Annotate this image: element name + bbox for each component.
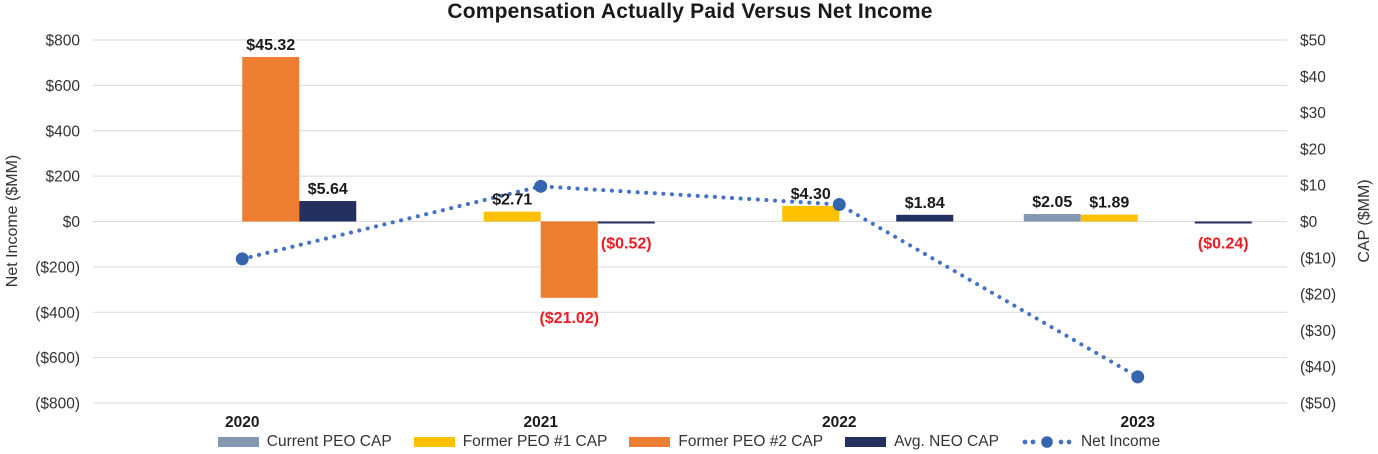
right-axis-tick: $40: [1300, 69, 1326, 86]
legend: Current PEO CAP Former PEO #1 CAP Former P…: [0, 431, 1378, 453]
net-income-marker-2023: [1131, 370, 1145, 384]
legend-item-avg-neo-cap: Avg. NEO CAP: [845, 433, 999, 451]
left-axis-tick: $200: [46, 169, 81, 186]
bar-label-former-peo-2-cap-2020: $45.32: [246, 37, 295, 54]
bar-avg-neo-cap-2023: [1194, 221, 1252, 224]
left-axis-tick: ($200): [35, 259, 80, 276]
left-axis-tick: ($600): [35, 350, 80, 367]
legend-item-net-income: Net Income: [1021, 433, 1160, 451]
right-axis-tick: $20: [1300, 141, 1326, 158]
bar-label-former-peo-2-cap-2021: ($21.02): [539, 310, 599, 327]
x-axis-label-2022: 2022: [822, 414, 856, 431]
right-axis-tick: $10: [1300, 178, 1326, 195]
right-axis-tick: ($10): [1300, 250, 1336, 267]
left-axis-tick: ($800): [35, 396, 80, 413]
left-axis-tick: $0: [63, 214, 81, 231]
legend-swatch-former-peo-2-cap-icon: [629, 437, 671, 447]
bar-avg-neo-cap-2021: [597, 221, 655, 224]
right-axis-tick: ($40): [1300, 359, 1336, 376]
right-axis-tick: ($50): [1300, 396, 1336, 413]
left-axis-tick: ($400): [35, 305, 80, 322]
bar-former-peo-1-cap-2022: [782, 205, 840, 222]
right-axis-tick: $0: [1300, 214, 1318, 231]
right-axis-tick: $50: [1300, 33, 1326, 50]
bar-former-peo-1-cap-2023: [1080, 214, 1138, 222]
legend-label-former-peo-2-cap: Former PEO #2 CAP: [678, 433, 824, 450]
bar-avg-neo-cap-2022: [896, 214, 954, 222]
right-axis-tick: ($20): [1300, 287, 1336, 304]
net-income-marker-2020: [235, 252, 249, 266]
legend-item-former-peo-1-cap: Former PEO #1 CAP: [413, 433, 608, 451]
x-axis-label-2021: 2021: [524, 414, 559, 431]
legend-label-former-peo-1-cap: Former PEO #1 CAP: [462, 433, 608, 450]
legend-item-current-peo-cap: Current PEO CAP: [217, 433, 392, 451]
legend-label-avg-neo-cap: Avg. NEO CAP: [894, 433, 999, 450]
bar-former-peo-2-cap-2020: [242, 56, 300, 222]
x-axis-label-2023: 2023: [1121, 414, 1156, 431]
bar-former-peo-2-cap-2021: [540, 221, 598, 298]
legend-item-former-peo-2-cap: Former PEO #2 CAP: [629, 433, 823, 451]
legend-label-net-income: Net Income: [1080, 433, 1161, 450]
bar-label-former-peo-1-cap-2021: $2.71: [492, 192, 532, 209]
bar-avg-neo-cap-2020: [299, 201, 357, 222]
bar-current-peo-cap-2023: [1023, 214, 1081, 222]
right-axis-tick: $30: [1300, 105, 1326, 122]
right-axis-tick: ($30): [1300, 323, 1336, 340]
x-axis-label-2020: 2020: [225, 414, 259, 431]
legend-swatch-current-peo-cap-icon: [217, 437, 259, 447]
chart-title: Compensation Actually Paid Versus Net In…: [447, 0, 933, 23]
net-income-marker-2021: [534, 179, 548, 193]
left-axis-tick: $800: [46, 33, 81, 50]
legend-dotted-line-icon: [1021, 435, 1073, 449]
left-axis-tick: $600: [46, 78, 81, 95]
legend-swatch-avg-neo-cap-icon: [845, 437, 887, 447]
left-axis-tick: $400: [46, 123, 81, 140]
legend-swatch-former-peo-1-cap-icon: [413, 437, 455, 447]
bar-label-avg-neo-cap-2022: $1.84: [905, 195, 945, 212]
legend-label-current-peo-cap: Current PEO CAP: [266, 433, 392, 450]
bar-label-avg-neo-cap-2021: ($0.52): [601, 236, 652, 253]
bar-label-current-peo-cap-2023: $2.05: [1032, 194, 1072, 211]
bar-label-former-peo-1-cap-2022: $4.30: [791, 186, 831, 203]
bar-label-former-peo-1-cap-2023: $1.89: [1089, 195, 1129, 212]
net-income-line: [240, 184, 1140, 379]
bar-former-peo-1-cap-2021: [483, 211, 541, 222]
bar-label-avg-neo-cap-2020: $5.64: [308, 181, 348, 198]
bar-label-avg-neo-cap-2023: ($0.24): [1198, 236, 1249, 253]
net-income-marker-2022: [832, 197, 846, 211]
